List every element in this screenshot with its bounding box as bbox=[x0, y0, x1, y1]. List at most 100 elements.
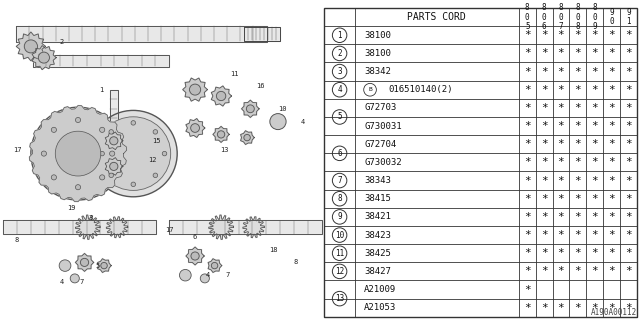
Text: 18: 18 bbox=[269, 247, 277, 252]
Circle shape bbox=[38, 52, 49, 63]
Text: *: * bbox=[608, 230, 615, 240]
Text: 16: 16 bbox=[256, 84, 264, 89]
Text: *: * bbox=[575, 230, 581, 240]
Circle shape bbox=[81, 258, 88, 267]
Text: 8
0
6: 8 0 6 bbox=[542, 3, 547, 31]
Text: *: * bbox=[541, 248, 548, 258]
Text: *: * bbox=[608, 212, 615, 222]
Circle shape bbox=[101, 262, 108, 269]
Text: 11: 11 bbox=[230, 71, 238, 76]
Text: G72704: G72704 bbox=[364, 140, 397, 149]
Polygon shape bbox=[209, 215, 234, 239]
Text: PARTS CORD: PARTS CORD bbox=[408, 12, 466, 22]
Text: 38100: 38100 bbox=[364, 31, 391, 40]
Text: *: * bbox=[591, 30, 598, 40]
Text: *: * bbox=[524, 48, 531, 59]
Text: *: * bbox=[625, 266, 632, 276]
Text: *: * bbox=[625, 85, 632, 95]
Text: 8
0
7: 8 0 7 bbox=[559, 3, 563, 31]
Text: *: * bbox=[541, 103, 548, 113]
Text: *: * bbox=[591, 121, 598, 131]
Text: 8: 8 bbox=[337, 194, 342, 203]
Text: *: * bbox=[524, 212, 531, 222]
Text: *: * bbox=[608, 67, 615, 76]
Polygon shape bbox=[241, 131, 254, 144]
Text: 8: 8 bbox=[14, 237, 19, 243]
Text: A190A00112: A190A00112 bbox=[591, 308, 637, 317]
Text: *: * bbox=[557, 176, 564, 186]
Circle shape bbox=[100, 175, 105, 180]
Polygon shape bbox=[29, 106, 127, 202]
Text: *: * bbox=[524, 266, 531, 276]
Text: *: * bbox=[575, 30, 581, 40]
Polygon shape bbox=[105, 132, 123, 150]
Text: 8
0
9: 8 0 9 bbox=[593, 3, 597, 31]
Text: 38425: 38425 bbox=[364, 249, 391, 258]
Text: *: * bbox=[575, 303, 581, 313]
Text: *: * bbox=[524, 248, 531, 258]
Text: 11: 11 bbox=[335, 249, 344, 258]
Text: *: * bbox=[591, 266, 598, 276]
Polygon shape bbox=[76, 253, 93, 271]
Text: 3: 3 bbox=[89, 215, 93, 220]
Text: *: * bbox=[591, 157, 598, 167]
Text: *: * bbox=[524, 157, 531, 167]
Circle shape bbox=[109, 130, 113, 134]
Text: 9: 9 bbox=[337, 212, 342, 221]
Circle shape bbox=[51, 175, 56, 180]
Polygon shape bbox=[76, 215, 100, 239]
Text: *: * bbox=[608, 30, 615, 40]
Text: 38342: 38342 bbox=[364, 67, 391, 76]
Text: B: B bbox=[368, 87, 372, 92]
Circle shape bbox=[153, 130, 157, 134]
Text: *: * bbox=[524, 139, 531, 149]
Text: *: * bbox=[625, 176, 632, 186]
Circle shape bbox=[37, 114, 118, 194]
Circle shape bbox=[179, 269, 191, 281]
Text: *: * bbox=[608, 48, 615, 59]
Text: *: * bbox=[575, 157, 581, 167]
Text: *: * bbox=[575, 266, 581, 276]
Text: *: * bbox=[557, 212, 564, 222]
Text: 7: 7 bbox=[79, 279, 83, 284]
Text: 6: 6 bbox=[337, 149, 342, 158]
Circle shape bbox=[100, 151, 104, 156]
Polygon shape bbox=[243, 217, 264, 238]
Text: 9
0: 9 0 bbox=[609, 8, 614, 27]
Polygon shape bbox=[105, 157, 123, 175]
Polygon shape bbox=[244, 27, 280, 41]
Text: *: * bbox=[608, 139, 615, 149]
Text: *: * bbox=[591, 85, 598, 95]
Polygon shape bbox=[97, 259, 111, 272]
Text: *: * bbox=[541, 157, 548, 167]
Polygon shape bbox=[186, 118, 205, 138]
Polygon shape bbox=[213, 126, 229, 142]
Text: *: * bbox=[541, 212, 548, 222]
Text: 38100: 38100 bbox=[364, 49, 391, 58]
Circle shape bbox=[109, 151, 115, 156]
Text: 17: 17 bbox=[165, 228, 173, 233]
Text: 19: 19 bbox=[67, 205, 76, 211]
Text: *: * bbox=[625, 230, 632, 240]
Polygon shape bbox=[3, 220, 156, 234]
Text: *: * bbox=[557, 248, 564, 258]
Text: 38415: 38415 bbox=[364, 194, 391, 203]
Text: *: * bbox=[524, 176, 531, 186]
Text: G730032: G730032 bbox=[364, 158, 402, 167]
Text: *: * bbox=[608, 303, 615, 313]
Text: *: * bbox=[625, 139, 632, 149]
Text: 12: 12 bbox=[335, 267, 344, 276]
Text: *: * bbox=[625, 67, 632, 76]
Text: 016510140(2): 016510140(2) bbox=[388, 85, 452, 94]
Text: *: * bbox=[608, 121, 615, 131]
Polygon shape bbox=[241, 100, 259, 117]
Text: *: * bbox=[541, 67, 548, 76]
Text: *: * bbox=[575, 248, 581, 258]
Circle shape bbox=[191, 124, 200, 132]
Text: *: * bbox=[625, 157, 632, 167]
Text: *: * bbox=[591, 194, 598, 204]
Text: 4: 4 bbox=[337, 85, 342, 94]
Text: 1: 1 bbox=[99, 87, 103, 92]
Text: *: * bbox=[557, 266, 564, 276]
Circle shape bbox=[24, 40, 38, 53]
